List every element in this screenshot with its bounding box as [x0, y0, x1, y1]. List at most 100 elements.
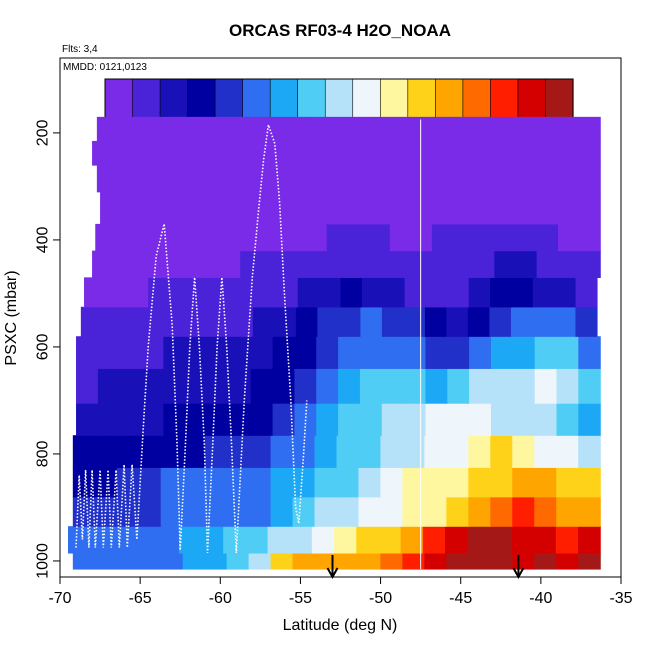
- heatmap-cell: [537, 223, 559, 252]
- heatmap-cell: [248, 552, 272, 570]
- heatmap-cell: [511, 526, 535, 554]
- heatmap-cell: [263, 223, 286, 252]
- heatmap-cell: [306, 116, 329, 142]
- heatmap-cell: [226, 467, 250, 498]
- heatmap-cell: [272, 403, 296, 436]
- heatmap-cell: [159, 165, 182, 193]
- heatmap-cell: [134, 526, 158, 554]
- heatmap-cell: [424, 306, 448, 337]
- heatmap-cell: [183, 191, 205, 225]
- heatmap-cell: [84, 277, 107, 308]
- heatmap-cell: [446, 552, 469, 570]
- colorbar-swatch: [379, 78, 409, 119]
- heatmap-cell: [578, 435, 601, 468]
- y-tick-label: 600: [35, 333, 52, 360]
- heatmap-cell: [403, 368, 427, 404]
- heatmap-cell: [425, 336, 448, 369]
- heatmap-cell: [197, 250, 220, 278]
- heatmap-cell: [369, 116, 392, 142]
- heatmap-cell: [188, 306, 211, 337]
- heatmap-cell: [512, 496, 535, 527]
- heatmap-cell: [126, 277, 149, 308]
- heatmap-cell: [138, 496, 162, 527]
- heatmap-cell: [245, 191, 268, 225]
- heatmap-cell: [282, 250, 305, 278]
- heatmap-cell: [182, 496, 206, 527]
- heatmap-cell: [179, 223, 202, 252]
- heatmap-cell: [474, 165, 496, 193]
- heatmap-cell: [430, 140, 453, 166]
- heatmap-cell: [388, 250, 411, 278]
- heatmap-cell: [231, 306, 254, 337]
- x-axis-label: Latitude (deg N): [283, 617, 398, 634]
- heatmap-cell: [380, 496, 404, 527]
- heatmap-cell: [250, 368, 274, 404]
- heatmap-cell: [454, 191, 476, 225]
- heatmap-cell: [495, 116, 517, 142]
- heatmap-cell: [327, 165, 350, 193]
- heatmap-cell: [516, 165, 538, 193]
- heatmap-cell: [380, 552, 404, 570]
- heatmap-cell: [90, 526, 113, 554]
- heatmap-cell: [255, 277, 277, 308]
- y-tick-label: 1000: [35, 543, 52, 579]
- heatmap-cell: [367, 140, 390, 166]
- heatmap-cell: [468, 277, 491, 308]
- heatmap-cell: [336, 496, 360, 527]
- heatmap-cell: [579, 116, 601, 142]
- heatmap-cell: [297, 277, 320, 308]
- heatmap-cell: [282, 140, 305, 166]
- heatmap-cell: [97, 368, 121, 404]
- heatmap-cell: [276, 277, 299, 308]
- heatmap-cell: [534, 336, 558, 369]
- heatmap-cell: [490, 435, 513, 468]
- heatmap-cell: [138, 165, 161, 193]
- heatmap-cell: [446, 435, 469, 468]
- x-tick-label: -70: [48, 590, 71, 607]
- heatmap-cell: [578, 336, 601, 369]
- heatmap-cell: [356, 526, 380, 554]
- heatmap-cell: [469, 336, 492, 369]
- heatmap-cell: [495, 191, 518, 225]
- heatmap-cell: [516, 191, 539, 225]
- heatmap-cell: [468, 435, 491, 468]
- heatmap-cell: [113, 250, 135, 278]
- heatmap-cell: [316, 368, 339, 404]
- heatmap-cell: [207, 368, 230, 404]
- heatmap-cell: [495, 165, 517, 193]
- heatmap-cell: [361, 277, 384, 308]
- heatmap-cell: [579, 165, 601, 193]
- heatmap-cell: [400, 526, 424, 554]
- heatmap-cell: [197, 140, 220, 166]
- heatmap-cell: [207, 403, 230, 436]
- heatmap-cell: [96, 116, 119, 142]
- heatmap-cell: [204, 435, 228, 468]
- heatmap-cell: [72, 467, 96, 498]
- heatmap-cell: [511, 277, 534, 308]
- heatmap-cell: [294, 368, 317, 404]
- colorbar-swatch: [297, 78, 326, 119]
- heatmap-cell: [467, 306, 491, 337]
- heatmap-cell: [201, 165, 224, 193]
- heatmap-cell: [272, 368, 296, 404]
- heatmap-cell: [424, 552, 447, 570]
- heatmap-cell: [92, 250, 114, 278]
- heatmap-cell: [556, 368, 579, 404]
- heatmap-cell: [141, 368, 164, 404]
- heatmap-cell: [490, 403, 514, 436]
- heatmap-cell: [556, 496, 579, 527]
- heatmap-cell: [94, 467, 118, 498]
- y-axis: 200 400 600 800 1000: [35, 119, 60, 579]
- heatmap-cell: [145, 306, 168, 337]
- heatmap-cell: [116, 552, 140, 570]
- heatmap-cell: [316, 403, 339, 436]
- heatmap-cell: [381, 403, 405, 436]
- heatmap-cell: [261, 250, 284, 278]
- heatmap-cell: [295, 306, 318, 337]
- heatmap-cell: [80, 306, 103, 337]
- heatmap-cell: [425, 403, 448, 436]
- heatmap-cell: [467, 526, 490, 554]
- heatmap-cell: [536, 250, 559, 278]
- colorbar-swatch: [269, 78, 299, 119]
- heatmap-cell: [314, 496, 338, 527]
